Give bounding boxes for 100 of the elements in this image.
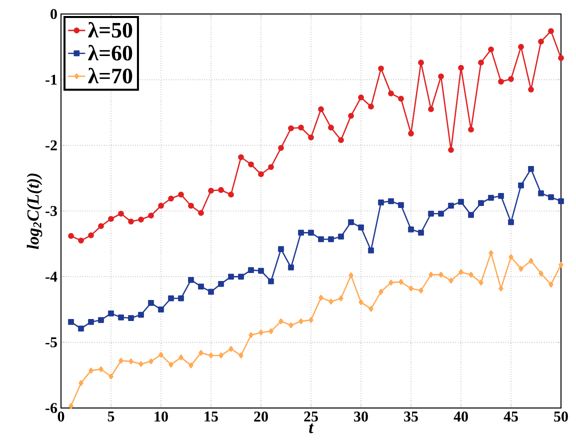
point bbox=[98, 317, 104, 323]
point bbox=[178, 354, 184, 360]
point bbox=[88, 232, 94, 238]
point bbox=[438, 73, 444, 80]
point bbox=[428, 272, 434, 278]
point bbox=[128, 218, 134, 224]
point bbox=[78, 238, 84, 244]
point bbox=[68, 233, 74, 239]
point bbox=[268, 164, 274, 170]
x-tick-label: 35 bbox=[404, 412, 418, 422]
point bbox=[438, 272, 444, 278]
x-tick-label: 0 bbox=[58, 412, 64, 422]
point bbox=[468, 212, 474, 218]
point bbox=[208, 352, 214, 358]
point bbox=[328, 124, 334, 131]
point bbox=[158, 306, 164, 312]
x-tick-label: 30 bbox=[354, 412, 368, 422]
point bbox=[478, 280, 484, 286]
point bbox=[88, 368, 94, 374]
point bbox=[428, 210, 434, 217]
point bbox=[198, 210, 204, 216]
point bbox=[468, 126, 474, 133]
point bbox=[238, 154, 244, 160]
point bbox=[128, 315, 134, 321]
point bbox=[208, 188, 214, 194]
point bbox=[298, 230, 304, 236]
x-tick-label: 15 bbox=[204, 412, 218, 422]
point bbox=[538, 38, 544, 45]
point bbox=[288, 125, 294, 132]
point bbox=[498, 286, 504, 292]
point bbox=[528, 86, 534, 92]
point bbox=[78, 380, 84, 386]
point bbox=[108, 216, 114, 222]
point bbox=[528, 166, 534, 172]
point bbox=[118, 210, 124, 217]
point bbox=[188, 277, 194, 283]
point bbox=[218, 187, 224, 193]
point bbox=[218, 280, 224, 287]
point bbox=[268, 328, 274, 334]
point bbox=[388, 90, 394, 96]
legend-label: λ=70 bbox=[88, 68, 132, 84]
legend-label: λ=60 bbox=[88, 44, 132, 61]
point bbox=[248, 332, 254, 338]
point bbox=[448, 202, 454, 209]
point bbox=[538, 270, 544, 276]
point bbox=[238, 274, 244, 280]
point bbox=[168, 295, 174, 302]
point bbox=[488, 46, 494, 52]
point bbox=[258, 268, 264, 274]
point bbox=[298, 318, 304, 324]
point bbox=[328, 298, 334, 305]
point bbox=[78, 326, 84, 332]
point bbox=[218, 352, 224, 358]
point bbox=[118, 314, 124, 320]
point bbox=[308, 134, 314, 140]
point bbox=[378, 66, 384, 72]
point bbox=[318, 236, 324, 242]
point bbox=[498, 78, 504, 85]
point bbox=[258, 171, 264, 178]
point bbox=[288, 322, 294, 328]
point bbox=[388, 198, 394, 204]
x-tick-label: 10 bbox=[154, 412, 168, 422]
y-tick-label: -1 bbox=[46, 74, 57, 85]
point bbox=[118, 358, 124, 364]
point bbox=[188, 362, 194, 368]
point bbox=[188, 202, 194, 209]
point bbox=[228, 346, 234, 352]
y-tick-label: -5 bbox=[46, 337, 57, 348]
point bbox=[278, 318, 284, 324]
point bbox=[528, 258, 534, 264]
point bbox=[338, 234, 344, 240]
y-tick-label: -6 bbox=[46, 402, 58, 414]
point bbox=[448, 146, 454, 153]
point bbox=[508, 219, 514, 226]
point bbox=[148, 212, 154, 219]
point bbox=[408, 286, 414, 292]
point bbox=[418, 230, 424, 236]
point bbox=[178, 295, 184, 302]
point bbox=[398, 278, 404, 285]
x-tick-label: 5 bbox=[108, 412, 114, 422]
point bbox=[468, 272, 474, 278]
point bbox=[318, 294, 324, 301]
point bbox=[488, 250, 494, 256]
point bbox=[478, 60, 484, 66]
point bbox=[318, 106, 324, 112]
point bbox=[228, 192, 234, 198]
point bbox=[208, 288, 214, 295]
point bbox=[488, 194, 494, 201]
x-tick-label: 45 bbox=[504, 412, 518, 422]
point bbox=[138, 312, 144, 318]
x-axis-title: t bbox=[309, 423, 314, 434]
point bbox=[458, 64, 464, 71]
point bbox=[348, 272, 354, 278]
point bbox=[278, 145, 284, 151]
y-axis-title: log$_{2}$C(L(t)) bbox=[26, 174, 42, 250]
point bbox=[198, 284, 204, 290]
y-tick-label: -3 bbox=[46, 206, 57, 216]
point bbox=[198, 350, 204, 356]
point bbox=[398, 96, 404, 102]
point bbox=[378, 288, 384, 295]
